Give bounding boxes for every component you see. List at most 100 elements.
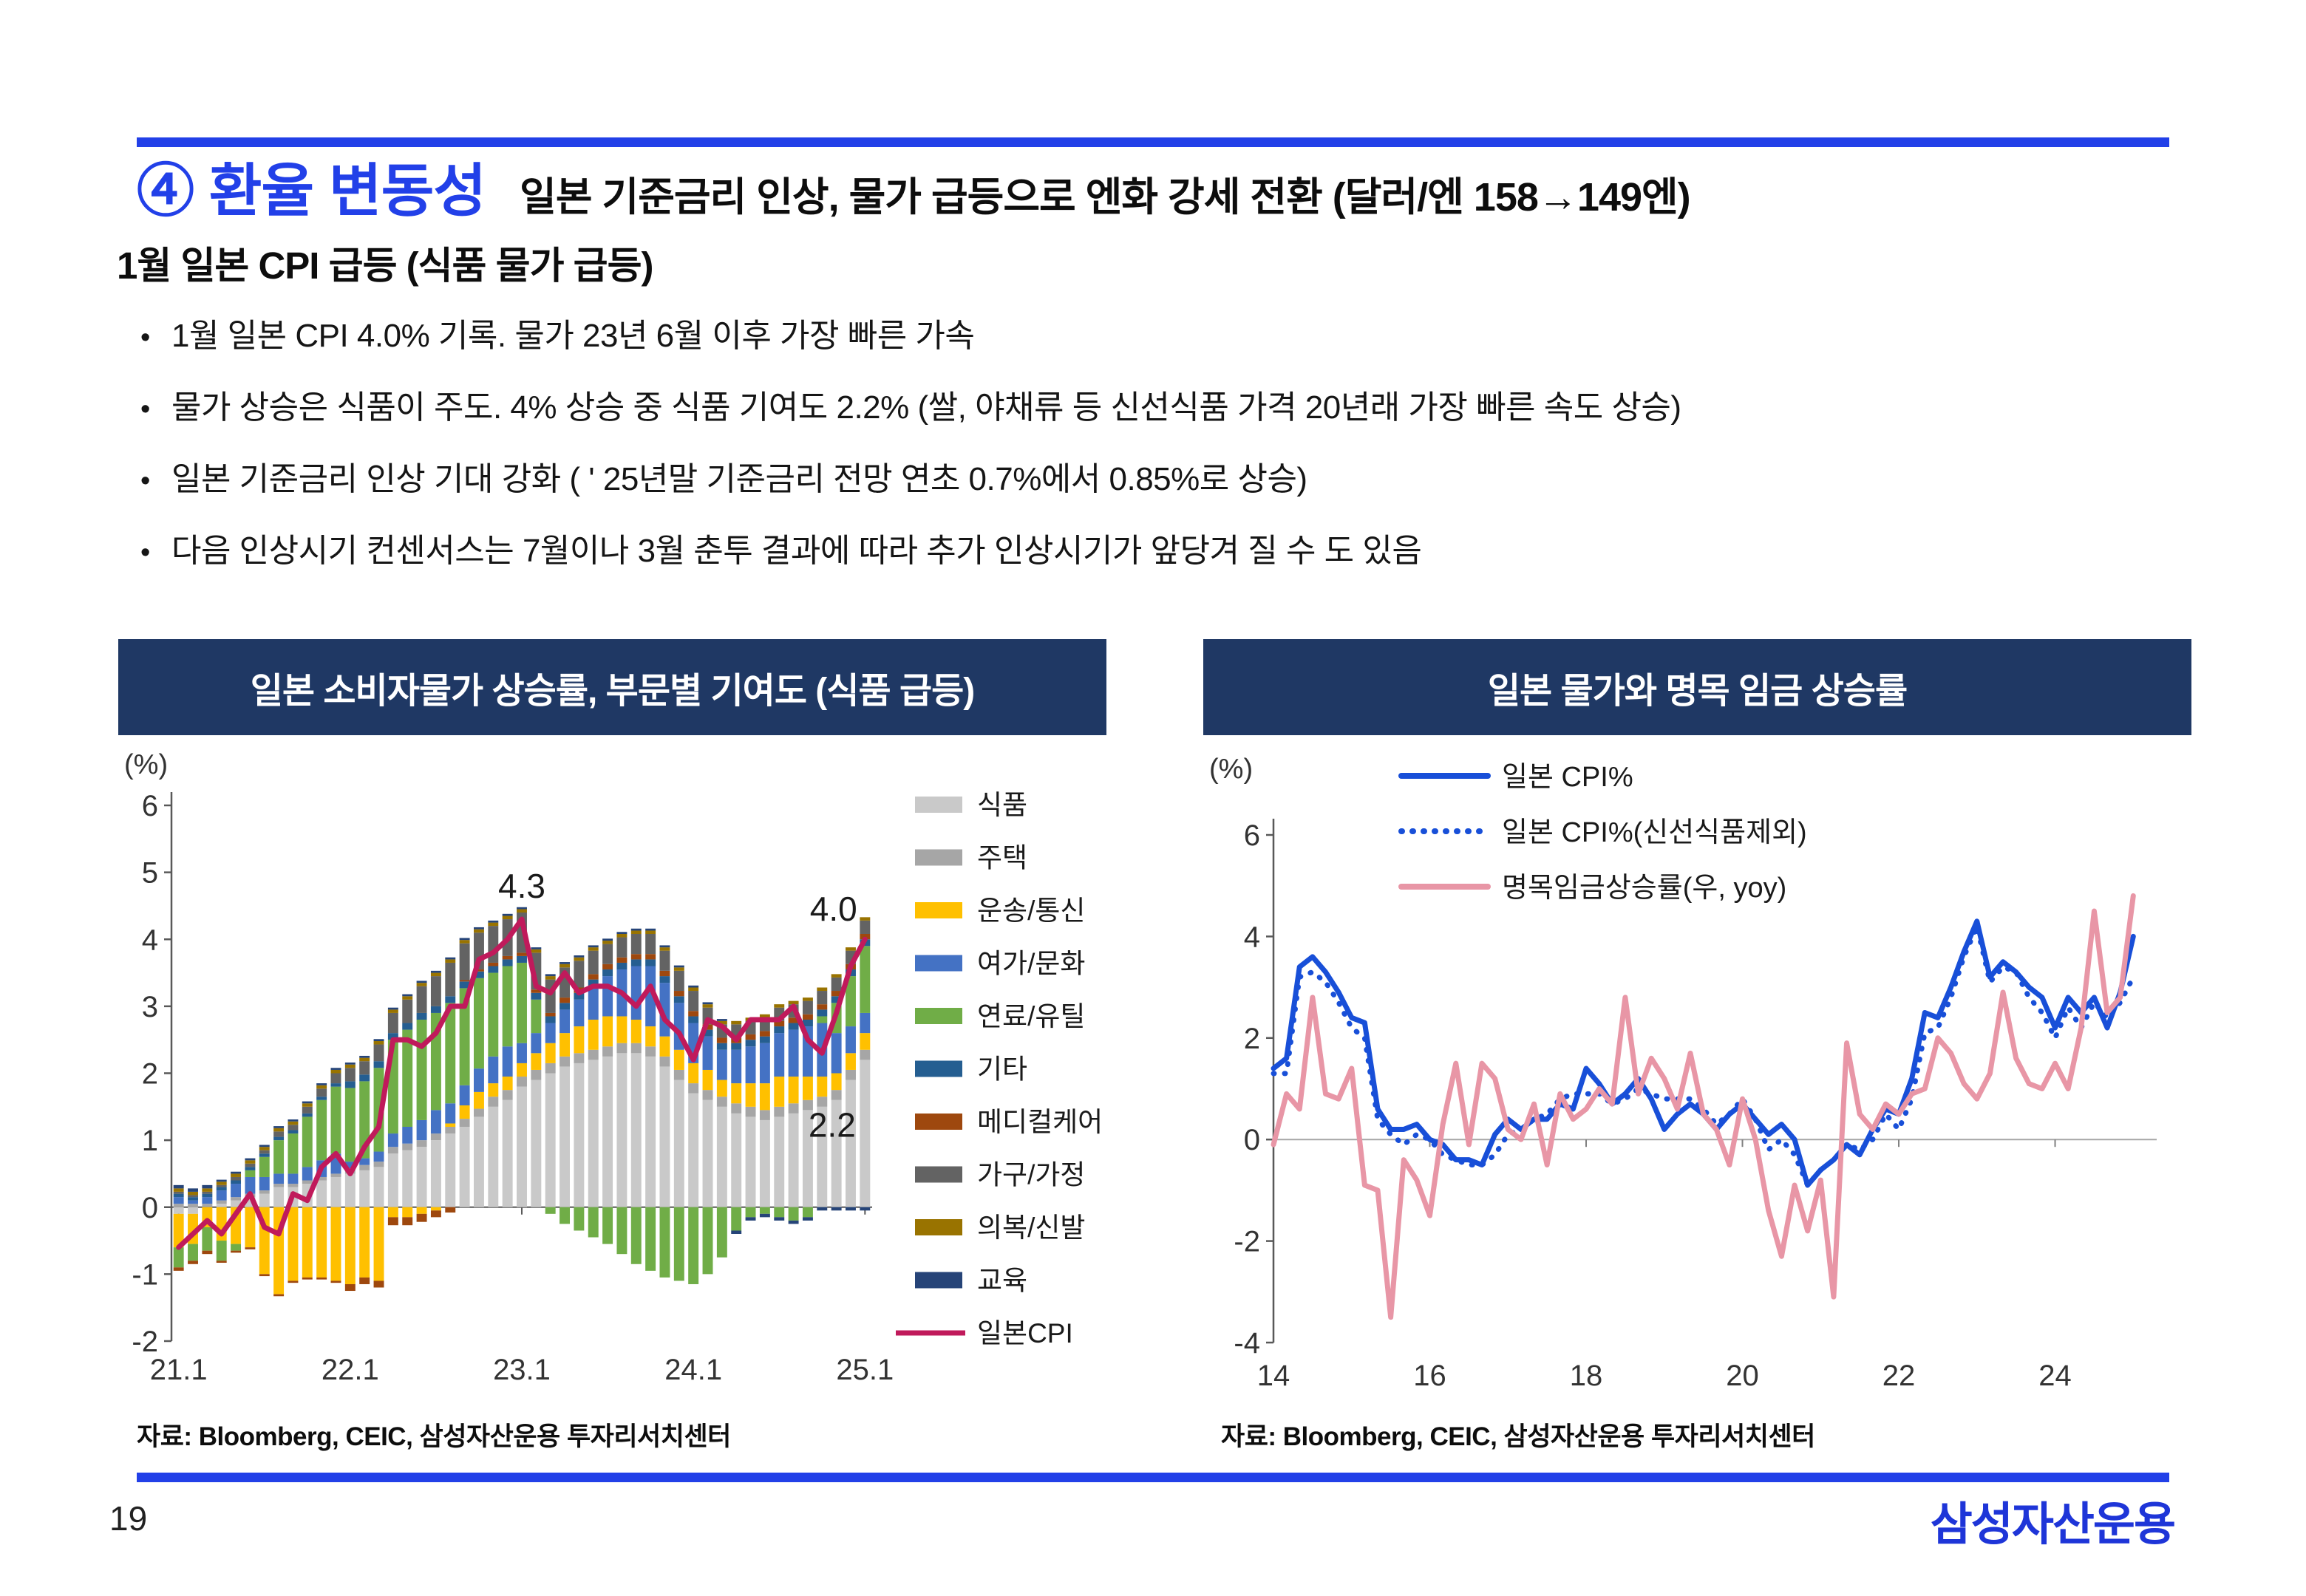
svg-text:4.0: 4.0	[810, 890, 857, 928]
svg-text:24: 24	[2038, 1360, 2072, 1392]
top-accent-rule	[137, 137, 2169, 147]
series-line-2	[1271, 893, 2136, 1320]
legend-item: 주택	[915, 843, 1027, 873]
svg-text:5: 5	[142, 857, 158, 890]
svg-text:18: 18	[1570, 1360, 1603, 1392]
svg-text:4.3: 4.3	[498, 867, 545, 905]
svg-text:(%): (%)	[124, 749, 168, 780]
right-chart-header: 일본 물가와 명목 임금 상승률	[1203, 639, 2191, 735]
x-axis: 14 16 18 20 22 24	[1257, 1139, 2072, 1392]
bullet-list: • 1월 일본 CPI 4.0% 기록. 물가 23년 6월 이후 가장 빠른 …	[140, 309, 2180, 596]
legend-item: 명목임금상승률(우, yoy)	[1398, 873, 1786, 904]
svg-text:교육: 교육	[977, 1266, 1027, 1296]
svg-text:가구/가정: 가구/가정	[977, 1160, 1085, 1190]
bullet-item: • 1월 일본 CPI 4.0% 기록. 물가 23년 6월 이후 가장 빠른 …	[140, 309, 2180, 381]
bullet-item: • 다음 인상시기 컨센서스는 7월이나 3월 춘투 결과에 따라 추가 인상시…	[140, 524, 2180, 596]
bullet-text: 다음 인상시기 컨센서스는 7월이나 3월 춘투 결과에 따라 추가 인상시기가…	[171, 533, 1422, 569]
legend-item: 기타	[915, 1054, 1027, 1085]
svg-text:주택: 주택	[977, 843, 1027, 873]
legend: 일본 CPI% 일본 CPI%(신선식품제외) 명목임금상승률(우, yoy)	[1398, 762, 1807, 904]
bullet-text: 물가 상승은 식품이 주도. 4% 상승 중 식품 기여도 2.2% (쌀, 야…	[171, 389, 1681, 426]
header: ④ 환율 변동성 일본 기준금리 인상, 물가 급등으로 엔화 강세 전환 (달…	[137, 145, 1691, 228]
svg-text:일본 CPI%: 일본 CPI%	[1502, 762, 1633, 793]
svg-text:24.1: 24.1	[664, 1354, 722, 1386]
japan-cpi-line	[176, 916, 868, 1250]
svg-text:2: 2	[142, 1058, 158, 1091]
bullet-item: • 물가 상승은 식품이 주도. 4% 상승 중 식품 기여도 2.2% (쌀,…	[140, 381, 2180, 452]
svg-text:22.1: 22.1	[322, 1354, 379, 1386]
svg-text:의복/신발: 의복/신발	[977, 1213, 1085, 1243]
bullet-item: • 일본 기준금리 인상 기대 강화 ( ' 25년말 기준금리 전망 연초 0…	[140, 452, 2180, 524]
legend-item: 메디컬케어	[915, 1107, 1103, 1137]
svg-text:여가/문화: 여가/문화	[977, 949, 1085, 979]
cpi-contribution-chart: (%) 6 5 4 3 2 1 0 -1 -2 21.1 22.1 23.1 24.1 25.1 4.3 4.0…	[118, 735, 1186, 1415]
bullet-dot: •	[140, 466, 150, 497]
svg-text:일본CPI: 일본CPI	[977, 1318, 1073, 1348]
svg-text:22: 22	[1882, 1360, 1916, 1392]
svg-text:식품: 식품	[977, 790, 1027, 820]
legend-item: 교육	[915, 1266, 1027, 1296]
svg-text:1: 1	[142, 1125, 158, 1157]
legend-item: 운송/통신	[915, 896, 1085, 926]
svg-text:-2: -2	[1234, 1226, 1260, 1258]
x-axis: 21.1 22.1 23.1 24.1 25.1	[150, 1207, 894, 1386]
svg-text:6: 6	[1244, 819, 1260, 852]
stacked-bars	[173, 907, 871, 1297]
stacked-bar-chart: (%) 6 5 4 3 2 1 0 -1 -221.1 22.1 23.1 24.1 25.1 4.3 4.0…	[124, 749, 1103, 1386]
right-chart-title: 일본 물가와 명목 임금 상승률	[1487, 672, 1908, 711]
svg-text:2: 2	[1244, 1023, 1260, 1055]
bottom-accent-rule	[137, 1473, 2169, 1482]
left-chart-source: 자료: Bloomberg, CEIC, 삼성자산운용 투자리서치센터	[137, 1422, 731, 1451]
svg-text:23.1: 23.1	[493, 1354, 551, 1386]
bullet-text: 일본 기준금리 인상 기대 강화 ( ' 25년말 기준금리 전망 연초 0.7…	[171, 461, 1307, 497]
svg-text:연료/유틸: 연료/유틸	[977, 1001, 1085, 1031]
legend-item: 가구/가정	[915, 1160, 1085, 1190]
svg-text:2.2: 2.2	[809, 1106, 856, 1145]
svg-text:0: 0	[142, 1192, 158, 1224]
svg-text:21.1: 21.1	[150, 1354, 208, 1386]
cpi-wage-chart: (%) 6 4 2 0 -2 -4 14 16 18 20 22 24 일본 CPI% 일본 CPI%(신선…	[1203, 735, 2271, 1415]
svg-text:6: 6	[142, 790, 158, 822]
svg-text:16: 16	[1413, 1360, 1446, 1392]
svg-text:14: 14	[1257, 1360, 1290, 1392]
legend-item: 일본 CPI%	[1398, 762, 1633, 793]
bullet-text: 1월 일본 CPI 4.0% 기록. 물가 23년 6월 이후 가장 빠른 가속	[171, 318, 975, 354]
left-chart-header: 일본 소비자물가 상승률, 부문별 기여도 (식품 급등)	[118, 639, 1106, 735]
series-line-1	[1271, 924, 2136, 1188]
svg-text:3: 3	[142, 991, 158, 1023]
svg-text:4: 4	[142, 924, 158, 956]
svg-text:메디컬케어: 메디컬케어	[977, 1107, 1103, 1137]
y-axis: (%) 6 4 2 0 -2 -4	[1209, 754, 2157, 1360]
svg-text:일본 CPI%(신선식품제외): 일본 CPI%(신선식품제외)	[1502, 817, 1807, 848]
right-chart-source: 자료: Bloomberg, CEIC, 삼성자산운용 투자리서치센터	[1221, 1422, 1815, 1451]
legend: 식품주택운송/통신여가/문화연료/유틸기타메디컬케어가구/가정의복/신발교육일본…	[896, 790, 1103, 1348]
left-chart-title: 일본 소비자물가 상승률, 부문별 기여도 (식품 급등)	[250, 672, 976, 711]
svg-text:-4: -4	[1234, 1327, 1260, 1360]
svg-text:-2: -2	[132, 1326, 158, 1358]
svg-text:25.1: 25.1	[836, 1354, 894, 1386]
legend-item: 식품	[915, 790, 1027, 820]
series-line-0	[1271, 918, 2136, 1188]
legend-item: 의복/신발	[915, 1213, 1085, 1243]
annotations: 4.3 4.0 2.2	[498, 867, 857, 1145]
svg-text:운송/통신: 운송/통신	[977, 896, 1085, 926]
page-subtitle: 일본 기준금리 인상, 물가 급등으로 엔화 강세 전환 (달러/엔 158→1…	[520, 175, 1691, 219]
legend-item: 일본CPI	[896, 1318, 1073, 1348]
page-number: 19	[109, 1499, 148, 1538]
bullet-dot: •	[140, 322, 150, 353]
bullet-dot: •	[140, 537, 150, 568]
section-heading: 1월 일본 CPI 급등 (식품 물가 급등)	[117, 245, 653, 287]
svg-text:명목임금상승률(우, yoy): 명목임금상승률(우, yoy)	[1502, 873, 1786, 904]
legend-item: 여가/문화	[915, 949, 1085, 979]
svg-text:0: 0	[1244, 1124, 1260, 1156]
bullet-dot: •	[140, 394, 150, 425]
svg-text:20: 20	[1726, 1360, 1759, 1392]
svg-text:4: 4	[1244, 921, 1260, 953]
svg-text:기타: 기타	[977, 1054, 1027, 1085]
page-title: ④ 환율 변동성	[137, 158, 486, 223]
company-logo: 삼성자산운용	[1930, 1499, 2176, 1550]
legend-item: 연료/유틸	[915, 1001, 1085, 1031]
svg-text:(%): (%)	[1209, 754, 1253, 785]
